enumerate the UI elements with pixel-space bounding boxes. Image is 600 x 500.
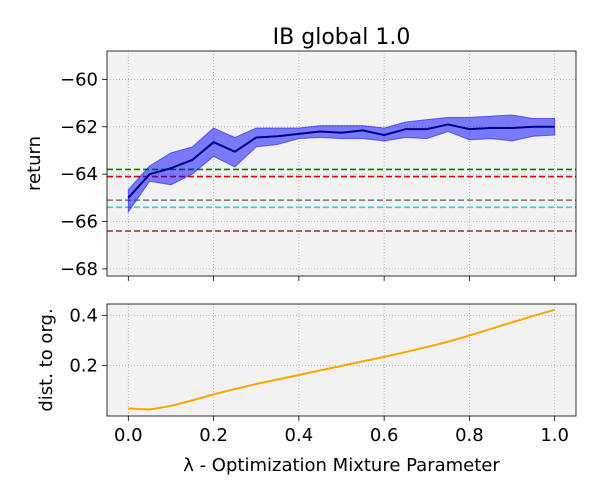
axes-frame-return	[106, 50, 577, 277]
y-tick-label: −68	[60, 259, 98, 280]
series-line	[127, 123, 555, 199]
x-tick-label: 0.2	[199, 425, 228, 446]
series-lines-distance	[128, 308, 555, 411]
confidence-band	[127, 114, 556, 214]
distance-plot: 0.0 0.2 0.4 0.6 0.8 1.0 0.2 0.4 λ - Optimizatio…	[36, 303, 577, 476]
series-lines-return	[127, 123, 555, 199]
x-axis-label: λ - Optimization Mixture Parameter	[183, 455, 500, 476]
x-tick-label: 1.0	[540, 425, 569, 446]
y-tick-label: −64	[60, 164, 98, 185]
y-tick-label: 0.4	[69, 305, 98, 326]
confidence-bands	[127, 114, 556, 214]
x-tick-label: 0.4	[285, 425, 314, 446]
plot-area-distance	[107, 304, 576, 416]
axes-frame-distance	[106, 303, 577, 417]
return-plot: −68 −66 −64 −62 −60 IB global 1.0 return	[24, 25, 577, 281]
y-axis-label-return: return	[24, 136, 45, 191]
series-line	[128, 308, 555, 411]
y-tick-label: −62	[60, 117, 98, 138]
ticks-distance: 0.0 0.2 0.4 0.6 0.8 1.0 0.2 0.4	[69, 305, 569, 446]
y-tick-label: −66	[60, 212, 98, 233]
x-tick-label: 0.6	[370, 425, 399, 446]
y-tick-label: 0.2	[69, 356, 98, 377]
x-tick-label: 0.8	[455, 425, 484, 446]
y-tick-label: −60	[60, 69, 98, 90]
chart-title: IB global 1.0	[273, 25, 411, 50]
y-axis-label-distance: dist. to org.	[36, 308, 57, 411]
reference-lines	[107, 168, 576, 232]
x-tick-label: 0.0	[114, 425, 143, 446]
ticks-return: −68 −66 −64 −62 −60	[60, 69, 556, 281]
